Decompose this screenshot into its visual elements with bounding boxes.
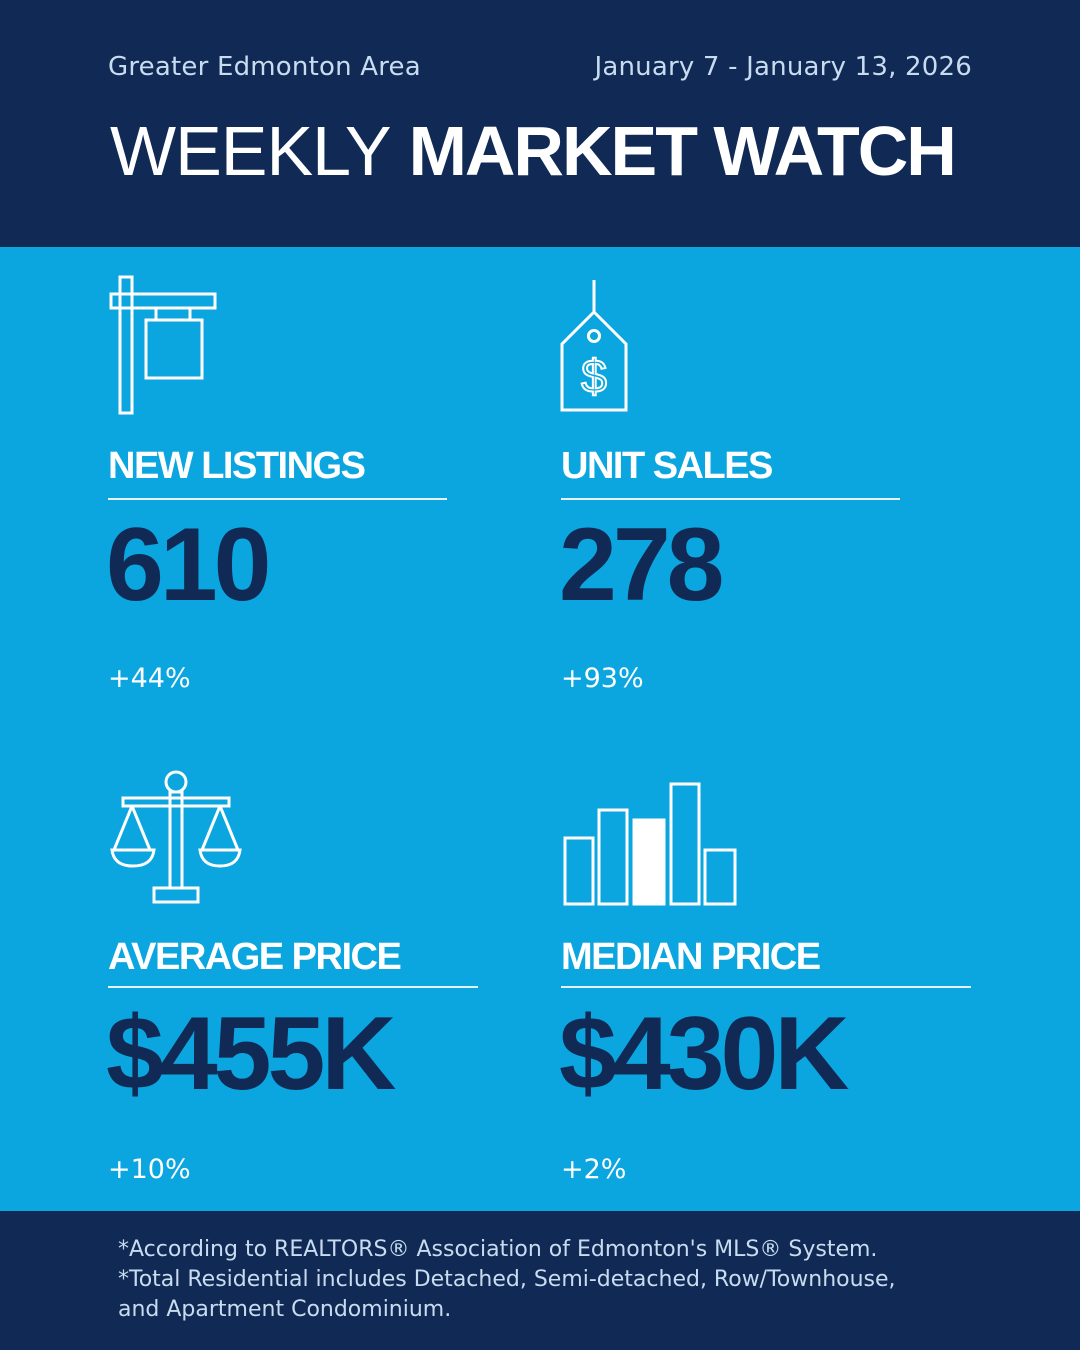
median-price-change: +2% — [561, 1154, 627, 1185]
scales-icon — [108, 768, 244, 908]
median-price-label: MEDIAN PRICE — [561, 936, 821, 978]
new-listings-label: NEW LISTINGS — [108, 445, 366, 487]
title-weekly: WEEKLY — [110, 112, 392, 190]
footer-notes: *According to REALTORS® Association of E… — [0, 1211, 1080, 1350]
unit-sales-value: 278 — [559, 507, 725, 623]
svg-text:$: $ — [581, 350, 607, 402]
header-banner: Greater Edmonton Area January 7 - Januar… — [0, 0, 1080, 247]
unit-sales-label: UNIT SALES — [561, 445, 773, 487]
footnote-source: *According to REALTORS® Association of E… — [118, 1237, 878, 1262]
date-range: January 7 - January 13, 2026 — [594, 52, 972, 82]
median-price-divider — [561, 986, 971, 988]
average-price-label: AVERAGE PRICE — [108, 936, 402, 978]
unit-sales-change: +93% — [561, 663, 644, 694]
bar-chart-icon — [561, 780, 741, 908]
average-price-divider — [108, 986, 478, 988]
new-listings-change: +44% — [108, 663, 191, 694]
price-tag-icon: $ — [558, 278, 630, 414]
new-listings-divider — [108, 498, 447, 500]
for-sale-sign-icon — [108, 274, 218, 416]
new-listings-value: 610 — [106, 507, 272, 623]
median-price-value: $430K — [559, 996, 849, 1112]
page-title: WEEKLY MARKET WATCH — [110, 110, 957, 192]
footnote-definition: *Total Residential includes Detached, Se… — [118, 1267, 896, 1292]
average-price-change: +10% — [108, 1154, 191, 1185]
footnote-definition-cont: and Apartment Condominium. — [118, 1297, 452, 1322]
title-market-watch: MARKET WATCH — [408, 112, 957, 190]
region-label: Greater Edmonton Area — [108, 52, 421, 82]
average-price-value: $455K — [106, 996, 396, 1112]
unit-sales-divider — [561, 498, 900, 500]
